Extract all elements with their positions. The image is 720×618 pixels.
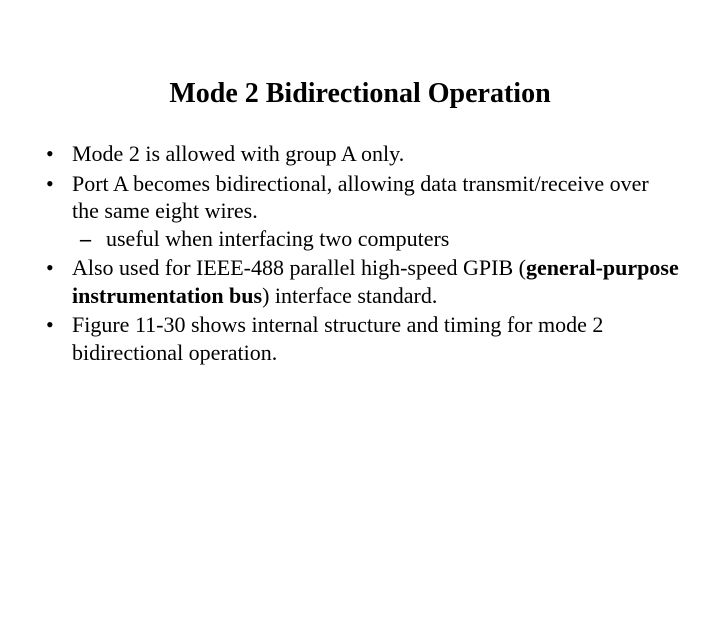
sub-bullet-item: useful when interfacing two computers	[76, 225, 680, 253]
slide-content: Mode 2 is allowed with group A only. Por…	[40, 140, 680, 366]
bullet-item: Mode 2 is allowed with group A only.	[40, 140, 680, 168]
bullet-text-post: ) interface standard.	[262, 283, 437, 308]
bullet-item: Also used for IEEE-488 parallel high-spe…	[40, 254, 680, 309]
bullet-item: Port A becomes bidirectional, allowing d…	[40, 170, 680, 253]
bullet-text: Figure 11-30 shows internal structure an…	[72, 312, 603, 365]
slide: Mode 2 Bidirectional Operation Mode 2 is…	[0, 78, 720, 618]
bullet-text-pre: Also used for IEEE-488 parallel high-spe…	[72, 255, 526, 280]
bullet-text: Mode 2 is allowed with group A only.	[72, 141, 404, 166]
bullet-text: Port A becomes bidirectional, allowing d…	[72, 171, 649, 224]
bullet-item: Figure 11-30 shows internal structure an…	[40, 311, 680, 366]
slide-title: Mode 2 Bidirectional Operation	[0, 78, 720, 110]
sub-bullet-list: useful when interfacing two computers	[76, 225, 680, 253]
bullet-list: Mode 2 is allowed with group A only. Por…	[40, 140, 680, 366]
sub-bullet-text: useful when interfacing two computers	[106, 226, 449, 251]
